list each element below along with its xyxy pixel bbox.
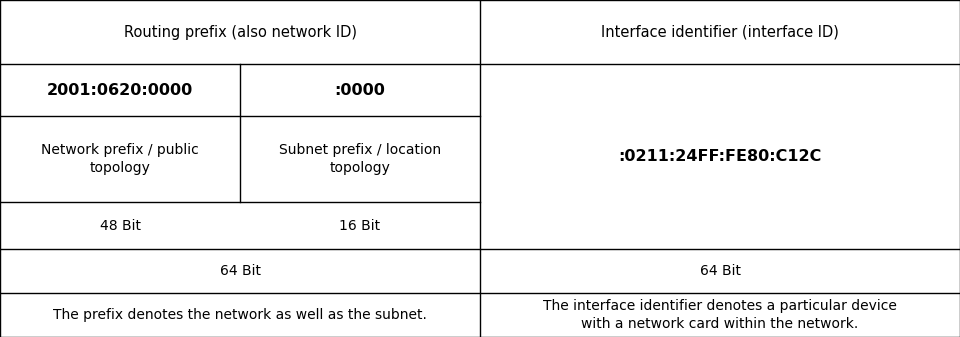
Text: 2001:0620:0000: 2001:0620:0000 xyxy=(47,83,193,98)
Text: :0211:24FF:FE80:C12C: :0211:24FF:FE80:C12C xyxy=(618,149,822,164)
Text: Network prefix / public
topology: Network prefix / public topology xyxy=(41,143,199,176)
Text: The prefix denotes the network as well as the subnet.: The prefix denotes the network as well a… xyxy=(53,308,427,322)
Text: Subnet prefix / location
topology: Subnet prefix / location topology xyxy=(279,143,441,176)
Text: 64 Bit: 64 Bit xyxy=(700,264,740,278)
Text: 16 Bit: 16 Bit xyxy=(340,219,380,233)
Text: 48 Bit: 48 Bit xyxy=(100,219,140,233)
Text: Interface identifier (interface ID): Interface identifier (interface ID) xyxy=(601,25,839,39)
Text: Routing prefix (also network ID): Routing prefix (also network ID) xyxy=(124,25,356,39)
Text: The interface identifier denotes a particular device
with a network card within : The interface identifier denotes a parti… xyxy=(543,299,897,331)
Text: :0000: :0000 xyxy=(335,83,385,98)
Text: 64 Bit: 64 Bit xyxy=(220,264,260,278)
